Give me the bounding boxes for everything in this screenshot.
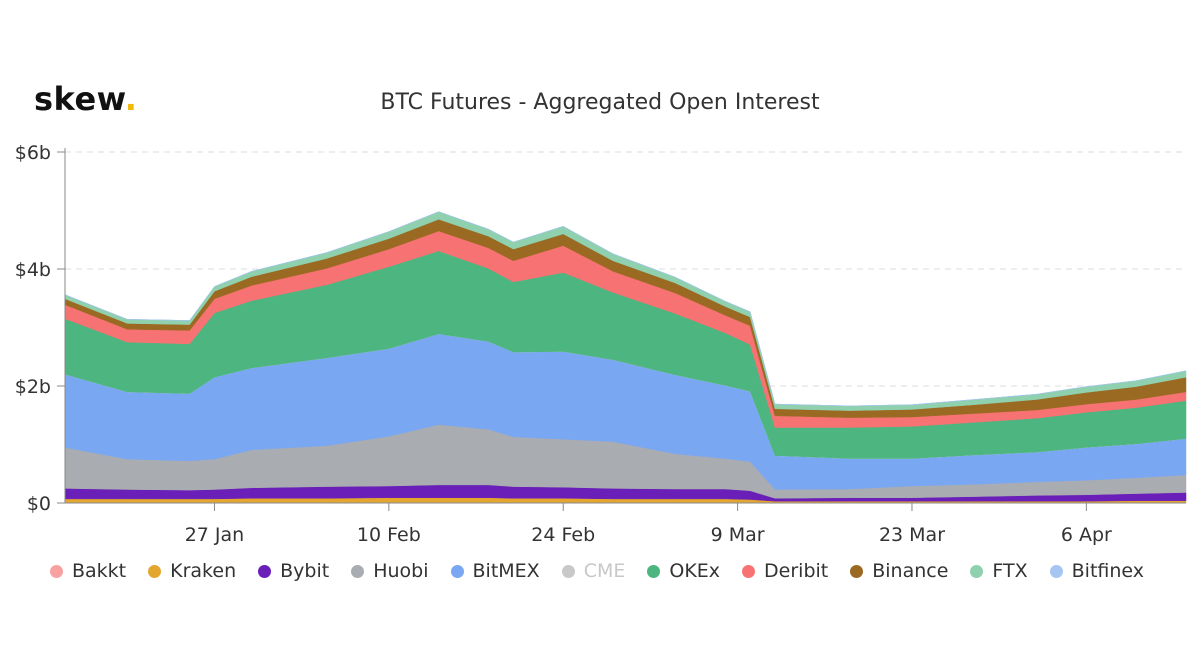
x-tick-label: 10 Feb	[357, 524, 421, 546]
legend-dot-icon	[258, 564, 272, 578]
legend-dot-icon	[148, 564, 162, 578]
y-tick-label: $2b	[15, 376, 51, 398]
legend-dot-icon	[850, 564, 864, 578]
y-tick-label: $0	[27, 493, 51, 515]
skew-logo: skew.	[34, 80, 137, 118]
chart-legend: Bakkt Kraken Bybit Huobi BitMEX CME OKEx Deribi…	[50, 560, 1166, 582]
y-tick-label: $4b	[15, 259, 51, 281]
legend-dot-icon	[450, 564, 464, 578]
legend-label: Bitfinex	[1071, 560, 1145, 582]
legend-item-bakkt[interactable]: Bakkt	[50, 560, 126, 582]
legend-label: Huobi	[373, 560, 429, 582]
legend-dot-icon	[351, 564, 365, 578]
legend-label: Deribit	[764, 560, 829, 582]
legend-label: Bakkt	[72, 560, 127, 582]
legend-label: Bybit	[280, 560, 330, 582]
legend-item-ftx[interactable]: FTX	[970, 560, 1028, 582]
legend-dot-icon	[561, 564, 575, 578]
legend-label: Binance	[872, 560, 949, 582]
legend-label: BitMEX	[472, 560, 540, 582]
legend-item-bitfinex[interactable]: Bitfinex	[1049, 560, 1145, 582]
legend-item-huobi[interactable]: Huobi	[351, 560, 429, 582]
x-tick-label: 27 Jan	[185, 524, 245, 546]
x-tick-label: 23 Mar	[879, 524, 945, 546]
legend-dot-icon	[1049, 564, 1063, 578]
chart-title: BTC Futures - Aggregated Open Interest	[380, 90, 820, 115]
legend-item-cme[interactable]: CME	[561, 560, 626, 582]
legend-item-bitmex[interactable]: BitMEX	[450, 560, 540, 582]
legend-label: CME	[583, 560, 626, 582]
legend-item-binance[interactable]: Binance	[850, 560, 948, 582]
legend-dot-icon	[970, 564, 984, 578]
y-tick-label: $6b	[15, 142, 51, 164]
brand-dot: .	[124, 80, 138, 118]
legend-label: FTX	[992, 560, 1028, 582]
legend-dot-icon	[50, 564, 63, 578]
legend-item-okex[interactable]: OKEx	[647, 560, 720, 582]
legend-item-deribit[interactable]: Deribit	[742, 560, 828, 582]
legend-dot-icon	[742, 564, 756, 578]
legend-item-kraken[interactable]: Kraken	[148, 560, 236, 582]
legend-dot-icon	[647, 564, 661, 578]
legend-item-bybit[interactable]: Bybit	[258, 560, 329, 582]
brand-name: skew	[34, 80, 125, 118]
x-tick-label: 9 Mar	[711, 524, 765, 546]
legend-label: Kraken	[170, 560, 237, 582]
legend-label: OKEx	[669, 560, 721, 582]
x-tick-label: 24 Feb	[531, 524, 595, 546]
area-series-bitfinex	[64, 211, 1187, 407]
x-tick-label: 6 Apr	[1061, 524, 1112, 546]
